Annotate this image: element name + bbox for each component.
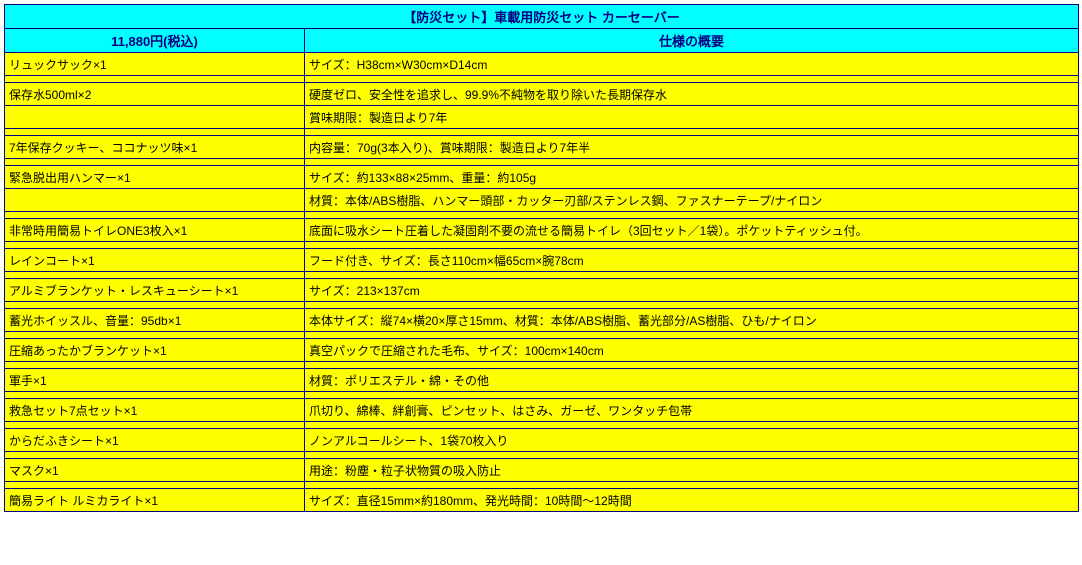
item-spec: サイズ：213×137cm: [305, 279, 1079, 302]
item-spec: 真空パックで圧縮された毛布、サイズ：100cm×140cm: [305, 339, 1079, 362]
spacer-row: [5, 302, 1079, 309]
spacer-row: [5, 129, 1079, 136]
spacer-row: [5, 212, 1079, 219]
spacer-row: [5, 392, 1079, 399]
item-spec: サイズ：直径15mm×約180mm、発光時間：10時間～12時間: [305, 489, 1079, 512]
table-row: 保存水500ml×2硬度ゼロ、安全性を追求し、99.9%不純物を取り除いた長期保…: [5, 83, 1079, 106]
item-name: マスク×1: [5, 459, 305, 482]
table-row: 賞味期限：製造日より7年: [5, 106, 1079, 129]
item-name: 救急セット7点セット×1: [5, 399, 305, 422]
item-spec: 内容量：70g(3本入り)、賞味期限：製造日より7年半: [305, 136, 1079, 159]
spec-header: 仕様の概要: [305, 29, 1079, 53]
item-name: 簡易ライト ルミカライト×1: [5, 489, 305, 512]
item-name: 7年保存クッキー、ココナッツ味×1: [5, 136, 305, 159]
item-spec: 材質：ポリエステル・綿・その他: [305, 369, 1079, 392]
table-row: 緊急脱出用ハンマー×1サイズ：約133×88×25mm、重量：約105g: [5, 166, 1079, 189]
item-name: 保存水500ml×2: [5, 83, 305, 106]
table-row: マスク×1用途：粉塵・粒子状物質の吸入防止: [5, 459, 1079, 482]
item-spec: 硬度ゼロ、安全性を追求し、99.9%不純物を取り除いた長期保存水: [305, 83, 1079, 106]
price-header: 11,880円(税込): [5, 29, 305, 53]
spacer-row: [5, 159, 1079, 166]
table-row: 7年保存クッキー、ココナッツ味×1内容量：70g(3本入り)、賞味期限：製造日よ…: [5, 136, 1079, 159]
table-row: 蓄光ホイッスル、音量：95db×1本体サイズ：縦74×横20×厚さ15mm、材質…: [5, 309, 1079, 332]
item-name: 圧縮あったかブランケット×1: [5, 339, 305, 362]
item-spec: 用途：粉塵・粒子状物質の吸入防止: [305, 459, 1079, 482]
spacer-row: [5, 362, 1079, 369]
table-row: 救急セット7点セット×1爪切り、綿棒、絆創膏、ピンセット、はさみ、ガーゼ、ワンタ…: [5, 399, 1079, 422]
table-row: からだふきシート×1ノンアルコールシート、1袋70枚入り: [5, 429, 1079, 452]
item-spec: フード付き、サイズ：長さ110cm×幅65cm×腕78cm: [305, 249, 1079, 272]
item-spec: サイズ：約133×88×25mm、重量：約105g: [305, 166, 1079, 189]
spacer-row: [5, 332, 1079, 339]
spacer-row: [5, 242, 1079, 249]
table-row: 非常時用簡易トイレONE3枚入×1底面に吸水シート圧着した凝固剤不要の流せる簡易…: [5, 219, 1079, 242]
spacer-row: [5, 482, 1079, 489]
table-row: アルミブランケット・レスキューシート×1サイズ：213×137cm: [5, 279, 1079, 302]
item-spec: 底面に吸水シート圧着した凝固剤不要の流せる簡易トイレ（3回セット／1袋）。ポケッ…: [305, 219, 1079, 242]
item-name: アルミブランケット・レスキューシート×1: [5, 279, 305, 302]
table-row: 簡易ライト ルミカライト×1サイズ：直径15mm×約180mm、発光時間：10時…: [5, 489, 1079, 512]
spec-table: 【防災セット】車載用防災セット カーセーバー11,880円(税込)仕様の概要リュ…: [4, 4, 1079, 512]
item-name: レインコート×1: [5, 249, 305, 272]
table-row: リュックサック×1サイズ：H38cm×W30cm×D14cm: [5, 53, 1079, 76]
table-row: 圧縮あったかブランケット×1真空パックで圧縮された毛布、サイズ：100cm×14…: [5, 339, 1079, 362]
item-spec: 材質：本体/ABS樹脂、ハンマー頭部・カッター刃部/ステンレス鋼、ファスナーテー…: [305, 189, 1079, 212]
item-name-empty: [5, 106, 305, 129]
table-row: レインコート×1フード付き、サイズ：長さ110cm×幅65cm×腕78cm: [5, 249, 1079, 272]
item-spec: 爪切り、綿棒、絆創膏、ピンセット、はさみ、ガーゼ、ワンタッチ包帯: [305, 399, 1079, 422]
item-name: 緊急脱出用ハンマー×1: [5, 166, 305, 189]
table-row: 軍手×1材質：ポリエステル・綿・その他: [5, 369, 1079, 392]
product-title: 【防災セット】車載用防災セット カーセーバー: [5, 5, 1079, 29]
item-name: リュックサック×1: [5, 53, 305, 76]
item-spec: ノンアルコールシート、1袋70枚入り: [305, 429, 1079, 452]
item-spec: 賞味期限：製造日より7年: [305, 106, 1079, 129]
item-name: 軍手×1: [5, 369, 305, 392]
item-name-empty: [5, 189, 305, 212]
table-row: 材質：本体/ABS樹脂、ハンマー頭部・カッター刃部/ステンレス鋼、ファスナーテー…: [5, 189, 1079, 212]
item-name: 蓄光ホイッスル、音量：95db×1: [5, 309, 305, 332]
item-name: からだふきシート×1: [5, 429, 305, 452]
item-spec: サイズ：H38cm×W30cm×D14cm: [305, 53, 1079, 76]
spacer-row: [5, 76, 1079, 83]
spacer-row: [5, 422, 1079, 429]
item-name: 非常時用簡易トイレONE3枚入×1: [5, 219, 305, 242]
item-spec: 本体サイズ：縦74×横20×厚さ15mm、材質：本体/ABS樹脂、蓄光部分/AS…: [305, 309, 1079, 332]
spacer-row: [5, 272, 1079, 279]
spacer-row: [5, 452, 1079, 459]
